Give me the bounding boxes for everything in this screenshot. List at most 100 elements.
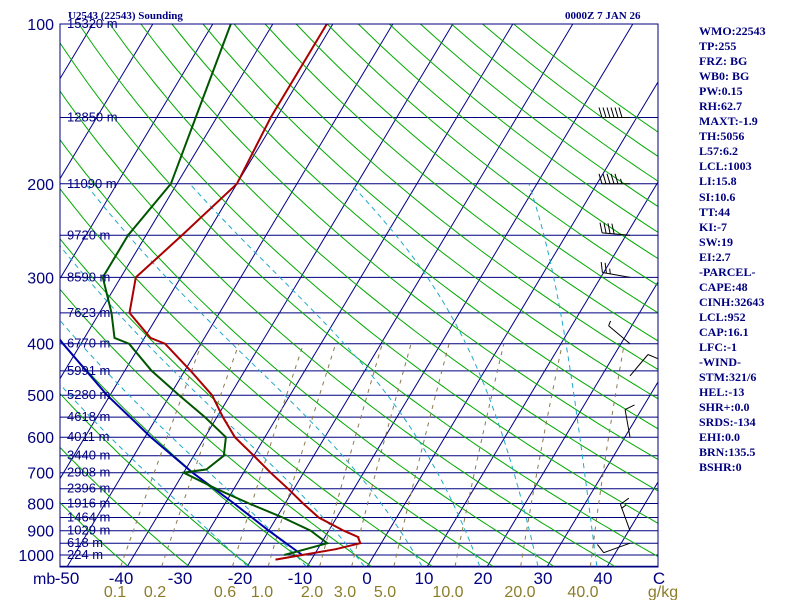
mixing-ratio-label: g/kg — [648, 584, 678, 600]
stat-line: CAPE:48 — [699, 279, 748, 294]
mixing-ratio-line — [351, 343, 412, 567]
dry-adiabat-line — [60, 288, 372, 567]
isotherm-line — [426, 181, 658, 567]
stat-line: SRDS:-134 — [699, 415, 756, 430]
wind-barb-staff — [602, 232, 631, 236]
isotherm-line — [366, 81, 658, 567]
wind-barb-flag — [624, 404, 635, 411]
mixing-ratio-label: 0.2 — [144, 584, 166, 600]
dry-adiabat-line — [202, 24, 658, 400]
stat-line: -WIND- — [699, 355, 741, 370]
mixing-ratio-line — [589, 343, 625, 567]
isotherm-line — [60, 24, 154, 180]
height-label: 4618 m — [67, 409, 110, 424]
stat-line: SI:10.6 — [699, 189, 736, 204]
dry-adiabat-line — [60, 340, 311, 567]
wind-barb-flag — [611, 223, 615, 235]
height-label: 618 m — [67, 535, 103, 550]
temperature-tick-label: -30 — [168, 569, 193, 588]
height-label: 7623 m — [67, 305, 110, 320]
isotherm-line — [186, 24, 514, 567]
wind-barb — [598, 107, 630, 118]
pressure-tick-label: 1000 — [18, 548, 54, 565]
dry-adiabat-line — [295, 24, 658, 314]
mixing-ratio-line — [120, 343, 203, 567]
dewpoint-trace — [101, 24, 330, 556]
wind-barb-flag — [599, 222, 603, 233]
stat-line: LFC:-1 — [699, 339, 737, 354]
wind-barb-flag — [614, 107, 619, 118]
wind-barb-flag — [610, 173, 615, 184]
wind-barb-flag — [620, 497, 630, 505]
mixing-ratio-label: 0.1 — [104, 584, 126, 600]
stat-line: TH:5056 — [699, 129, 745, 144]
pressure-tick-label: 500 — [27, 388, 54, 405]
stat-line: SW:19 — [699, 234, 734, 249]
dry-adiabat-line — [60, 392, 250, 567]
wind-barb-half-flag — [621, 504, 627, 509]
stat-line: FRZ: BG — [699, 54, 748, 69]
wind-barbs — [597, 107, 658, 554]
moist-adiabat-line — [528, 183, 598, 567]
height-label: 5280 m — [67, 387, 110, 402]
stat-line: LCL:1003 — [699, 159, 752, 174]
height-label: 1464 m — [67, 510, 110, 525]
wind-barb-staff — [619, 504, 631, 531]
height-label: 12850 m — [67, 110, 118, 125]
plot-frame — [59, 23, 659, 568]
temperature-tick-label: 10 — [415, 569, 434, 588]
mixing-ratio-label: 1.0 — [251, 584, 273, 600]
stat-line: TT:44 — [699, 204, 731, 219]
temperature-tick-label: 20 — [474, 569, 493, 588]
height-label: 4011 m — [67, 429, 109, 444]
wind-barb — [624, 404, 635, 438]
stat-line: WB0: BG — [699, 69, 750, 84]
stat-line: EI:2.7 — [699, 249, 731, 264]
stat-line: BSHR:0 — [699, 460, 742, 475]
isotherm-line — [60, 24, 334, 480]
wind-barb-flag — [603, 222, 607, 234]
temperature-tick-label: -50 — [55, 569, 80, 588]
wind-barb-staff — [624, 409, 631, 438]
wind-barb-half-flag — [609, 268, 611, 274]
wind-barb-half-flag — [608, 320, 612, 326]
temperature-tick-label: 30 — [534, 569, 553, 588]
height-label: 9720 m — [67, 227, 110, 242]
wind-barb — [600, 262, 631, 278]
stat-line: KI:-7 — [699, 219, 727, 234]
stats-panel: WMO:22543 TP:255 FRZ: BG WB0: BG PW:0.15 RH:6… — [699, 24, 799, 475]
wind-barb-staff — [608, 325, 631, 345]
wind-barb-flag — [610, 107, 615, 118]
height-label: 2396 m — [67, 481, 110, 496]
pressure-tick-label: 200 — [27, 177, 54, 194]
dry-adiabat-line — [326, 24, 658, 286]
height-label: 2908 m — [67, 465, 110, 480]
stat-line: LCL:952 — [699, 309, 746, 324]
wind-barb-flag — [598, 107, 603, 118]
pressure-unit-label: mb — [33, 571, 55, 588]
isotherm-line — [60, 24, 214, 280]
wind-barb — [608, 320, 631, 345]
moist-adiabat-line — [60, 245, 365, 567]
dry-adiabat-line — [60, 42, 658, 558]
wind-barb — [597, 542, 631, 554]
temperature-tick-label: 40 — [594, 569, 613, 588]
wind-barb-flag — [606, 107, 611, 118]
wind-barb-half-flag — [620, 178, 623, 184]
isotherm-line — [66, 24, 394, 567]
stat-line: WMO:22543 — [699, 24, 766, 38]
temperature-tick-label: 0 — [362, 569, 371, 588]
dry-adiabat-line — [60, 501, 129, 567]
wind-barb — [598, 173, 630, 185]
isotherm-line — [60, 24, 274, 380]
isotherm-line — [126, 24, 454, 567]
pressure-tick-label: 100 — [27, 17, 54, 34]
stat-line: BRN:135.5 — [699, 445, 756, 460]
isotherm-line — [0, 24, 33, 566]
stat-line: STM:321/6 — [699, 370, 757, 385]
mixing-ratio-line — [454, 343, 505, 567]
dry-adiabat-line — [233, 24, 658, 371]
temperature-tick-label: -40 — [109, 569, 134, 588]
